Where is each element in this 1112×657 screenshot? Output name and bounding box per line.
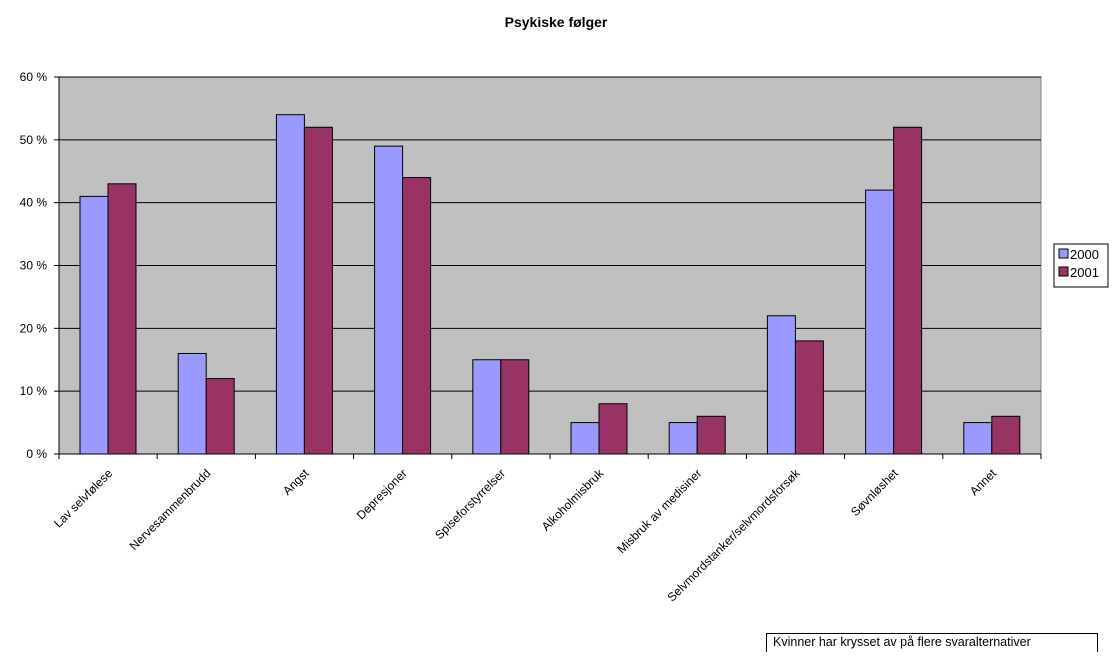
legend-swatch-2001 (1058, 266, 1069, 277)
y-tick-label: 30 % (20, 259, 48, 273)
bar-2001-6 (696, 415, 726, 455)
category-label: Spiseforstyrrelser (432, 466, 508, 542)
y-tick-label: 50 % (20, 133, 48, 147)
bar-2000-9 (963, 422, 993, 455)
y-tick-label: 20 % (20, 321, 48, 335)
axes (54, 76, 1042, 459)
legend: 2000 2001 (1053, 243, 1109, 288)
bar-2000-5 (570, 422, 600, 455)
bar-2001-9 (991, 415, 1021, 455)
bar-2000-2 (275, 114, 305, 455)
bar-2000-8 (865, 189, 895, 455)
y-tick-label: 40 % (20, 196, 48, 210)
bar-2001-3 (402, 177, 432, 455)
bar-2001-5 (598, 403, 628, 455)
category-label: Alkoholmisbruk (539, 466, 607, 534)
bar-2000-6 (668, 422, 698, 455)
bar-2001-0 (107, 183, 137, 455)
note-box: Kvinner har krysset av på flere svaralte… (766, 633, 1098, 652)
bar-2001-8 (893, 126, 923, 455)
bar-2001-7 (794, 340, 824, 455)
bar-2001-4 (500, 359, 530, 455)
legend-label-2001: 2001 (1070, 265, 1099, 280)
bar-2000-7 (766, 315, 796, 455)
bars (79, 114, 1021, 455)
category-label: Søvnløshet (848, 466, 901, 519)
bar-2001-1 (205, 378, 235, 455)
bar-2000-1 (177, 352, 207, 455)
bar-2001-2 (303, 126, 333, 455)
bar-2000-4 (472, 359, 502, 455)
legend-swatch-2000 (1058, 248, 1069, 259)
category-label: Misbruk av medisiner (614, 466, 704, 556)
category-label: Lav selvfølese (51, 466, 115, 530)
bar-2000-3 (374, 145, 404, 455)
category-label: Nervesammenbrudd (127, 466, 214, 553)
y-tick-label: 10 % (20, 384, 48, 398)
y-tick-label: 0 % (26, 447, 47, 461)
category-label: Angst (280, 466, 312, 498)
category-labels: Lav selvfølese Nervesammenbrudd Angst Depre… (51, 466, 999, 605)
y-tick-label: 60 % (20, 70, 48, 84)
category-label: Annet (967, 466, 1000, 499)
y-tick-labels: 0 % 10 % 20 % 30 % 40 % 50 % 60 % (20, 70, 48, 461)
bar-2000-0 (79, 195, 109, 455)
legend-label-2000: 2000 (1070, 247, 1099, 262)
chart-title: Psykiske følger (505, 14, 608, 30)
category-label: Depresjoner (354, 466, 410, 522)
